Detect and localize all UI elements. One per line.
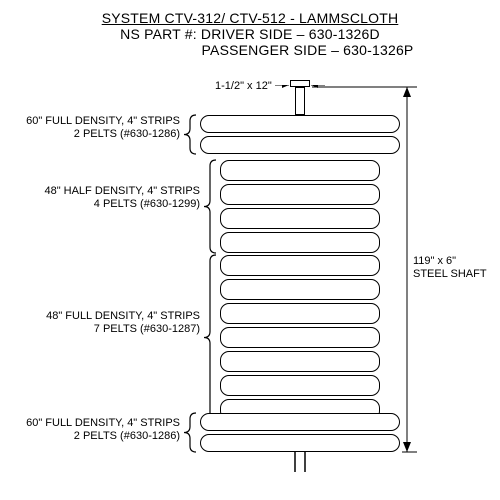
assembly-diagram: 1-1/2" x 12" 119" x 6" STEEL SHAFT 60" F… <box>0 85 500 495</box>
pelt-strip <box>220 160 380 181</box>
brace-icon <box>180 411 198 454</box>
brace-icon <box>200 253 218 422</box>
section-spec: 60" FULL DENSITY, 4" STRIPS <box>5 417 180 430</box>
section-part: 2 PELTS (#630-1286) <box>5 430 180 443</box>
part-passenger: PASSENGER SIDE – 630-1326P <box>0 42 500 58</box>
section-spec: 48" FULL DENSITY, 4" STRIPS <box>5 310 200 323</box>
pelt-strip <box>220 279 380 300</box>
shaft-dim: 119" x 6" <box>413 255 487 268</box>
pelt-strip <box>220 375 380 396</box>
brace-icon <box>200 158 218 255</box>
pelt-strip <box>220 208 380 229</box>
section-spec: 60" FULL DENSITY, 4" STRIPS <box>5 115 180 128</box>
section-label: 60" FULL DENSITY, 4" STRIPS2 PELTS (#630… <box>5 115 180 141</box>
section-part: 7 PELTS (#630-1287) <box>5 323 200 336</box>
pelt-strip <box>200 413 400 431</box>
pelt-strip <box>220 255 380 276</box>
shaft-desc: STEEL SHAFT <box>413 268 487 281</box>
pelt-strip <box>200 434 400 452</box>
part-driver: NS PART #: DRIVER SIDE – 630-1326D <box>0 26 500 42</box>
top-dimension-label: 1-1/2" x 12" <box>215 80 272 92</box>
brace-icon <box>180 113 198 156</box>
pelt-strip <box>220 232 380 253</box>
pelt-strip <box>220 327 380 348</box>
pelt-strip <box>220 303 380 324</box>
pelt-strip <box>220 351 380 372</box>
pelt-strip <box>200 115 400 133</box>
shaft-stub <box>295 87 305 115</box>
section-label: 48" FULL DENSITY, 4" STRIPS7 PELTS (#630… <box>5 310 200 336</box>
shaft-cap <box>290 80 310 87</box>
section-label: 48" HALF DENSITY, 4" STRIPS4 PELTS (#630… <box>5 185 200 211</box>
section-spec: 48" HALF DENSITY, 4" STRIPS <box>5 185 200 198</box>
shaft-label: 119" x 6" STEEL SHAFT <box>413 255 487 281</box>
section-label: 60" FULL DENSITY, 4" STRIPS2 PELTS (#630… <box>5 417 180 443</box>
pelt-strip <box>200 136 400 154</box>
pelt-strip <box>220 184 380 205</box>
section-part: 2 PELTS (#630-1286) <box>5 128 180 141</box>
section-part: 4 PELTS (#630-1299) <box>5 198 200 211</box>
header-block: SYSTEM CTV-312/ CTV-512 - LAMMSCLOTH NS … <box>0 10 500 58</box>
title: SYSTEM CTV-312/ CTV-512 - LAMMSCLOTH <box>0 10 500 26</box>
